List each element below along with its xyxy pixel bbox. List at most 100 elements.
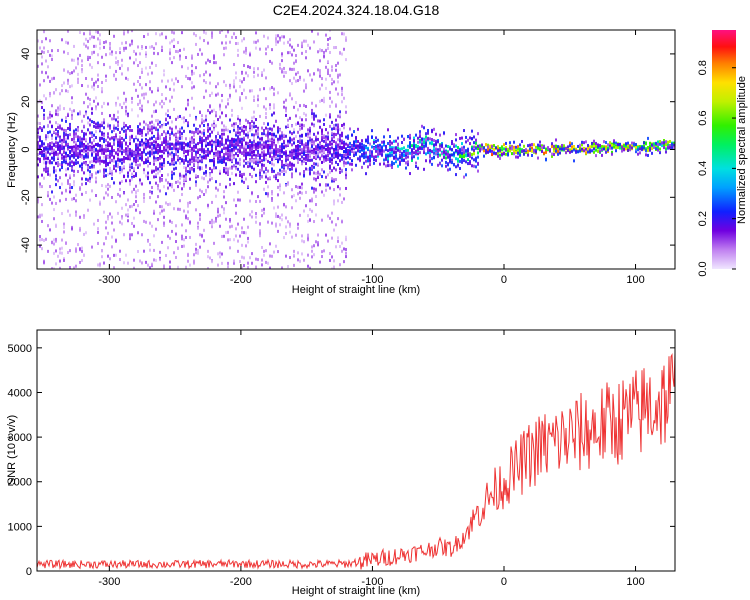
spectrogram-cell (45, 71, 47, 75)
spectrogram-cell (497, 147, 499, 151)
spectrogram-cell (279, 223, 281, 227)
spectrogram-cell (189, 143, 191, 147)
spectrogram-cell (311, 164, 313, 168)
spectrogram-cell (437, 148, 439, 152)
spectrogram-cell (117, 211, 119, 215)
spectrogram-cell (281, 145, 283, 149)
spectrogram-cell (71, 116, 73, 120)
spectrogram-cell (125, 136, 127, 140)
spectrogram-cell (305, 50, 307, 54)
spectrogram-cell (153, 211, 155, 215)
spectrogram-cell (369, 159, 371, 163)
spectrogram-cell (43, 261, 45, 265)
spectrogram-cell (243, 150, 245, 154)
spectrogram-cell (183, 154, 185, 158)
spectrogram-cell (97, 170, 99, 174)
spectrogram-cell (291, 82, 293, 86)
spectrogram-cell (227, 172, 229, 176)
spectrogram-cell (163, 223, 165, 227)
spectrogram-cell (111, 149, 113, 153)
spectrogram-cell (135, 145, 137, 149)
spectrogram-cell (315, 194, 317, 198)
spectrogram-cell (345, 186, 347, 190)
spectrogram-cell (289, 38, 291, 42)
spectrogram-cell (157, 195, 159, 199)
spectrogram-cell (183, 184, 185, 188)
spectrogram-cell (373, 140, 375, 144)
spectrogram-cell (181, 147, 183, 151)
spectrogram-cell (171, 153, 173, 157)
spectrogram-cell (199, 139, 201, 143)
spectrogram-cell (485, 148, 487, 152)
spectrogram-cell (125, 41, 127, 45)
spectrogram-cell (227, 135, 229, 139)
spectrogram-cell (173, 146, 175, 150)
spectrogram-cell (105, 168, 107, 172)
spectrogram-cell (327, 72, 329, 76)
spectrogram-cell (281, 169, 283, 173)
spectrogram-cell (115, 200, 117, 204)
spectrogram-cell (255, 220, 257, 224)
spectrogram-cell (177, 147, 179, 151)
spectrogram-cell (81, 166, 83, 170)
spectrogram-cell (229, 246, 231, 250)
spectrogram-cell (275, 173, 277, 177)
spectrogram-cell (589, 148, 591, 152)
spectrogram-cell (391, 146, 393, 150)
spectrogram-cell (213, 126, 215, 130)
spectrogram-cell (135, 184, 137, 188)
spectrogram-cell (299, 144, 301, 148)
spectrogram-cell (323, 147, 325, 151)
spectrogram-cell (271, 140, 273, 144)
spectrogram-cell (283, 163, 285, 167)
spectrogram-cell (307, 158, 309, 162)
spectrogram-cell (145, 141, 147, 145)
spectrogram-cell (109, 65, 111, 69)
spectrogram-cell (301, 44, 303, 48)
spectrogram-cell (245, 96, 247, 100)
spectrogram-cell (209, 127, 211, 131)
spectrogram-cell (171, 78, 173, 82)
spectrogram-cell (213, 108, 215, 112)
spectrogram-cell (407, 151, 409, 155)
spectrogram-cell (51, 241, 53, 245)
spectrogram-cell (229, 95, 231, 99)
spectrogram-cell (137, 146, 139, 150)
spectrogram-cell (151, 127, 153, 131)
spectrogram-cell (39, 144, 41, 148)
spectrogram-cell (303, 159, 305, 163)
spectrogram-cell (59, 139, 61, 143)
spectrogram-cell (381, 140, 383, 144)
spectrogram-cell (51, 146, 53, 150)
spectrogram-cell (63, 150, 65, 154)
spectrogram-cell (205, 81, 207, 85)
spectrogram-cell (41, 154, 43, 158)
spectrogram-cell (291, 153, 293, 157)
spectrogram-cell (231, 171, 233, 175)
spectrogram-cell (69, 161, 71, 165)
spectrogram-cell (129, 234, 131, 238)
spectrogram-cell (463, 129, 465, 133)
spectrogram-cell (137, 138, 139, 142)
spectrogram-cell (177, 130, 179, 134)
spectrogram-cell (437, 163, 439, 167)
spectrogram-cell (279, 188, 281, 192)
spectrogram-cell (199, 214, 201, 218)
spectrogram-cell (237, 149, 239, 153)
spectrogram-cell (231, 108, 233, 112)
spectrogram-cell (55, 237, 57, 241)
spectrogram-cell (41, 173, 43, 177)
spectrogram-cell (121, 143, 123, 147)
spectrogram-cell (177, 156, 179, 160)
spectrogram-cell (317, 171, 319, 175)
spectrogram-cell (145, 52, 147, 56)
spectrogram-cell (115, 253, 117, 257)
spectrogram-cell (55, 169, 57, 173)
spectrogram-cell (71, 154, 73, 158)
spectrogram-cell (65, 173, 67, 177)
spectrogram-cell (241, 106, 243, 110)
spectrogram-cell (505, 141, 507, 145)
spectrogram-cell (269, 87, 271, 91)
spectrogram-cell (171, 30, 173, 34)
spectrogram-cell (245, 231, 247, 235)
